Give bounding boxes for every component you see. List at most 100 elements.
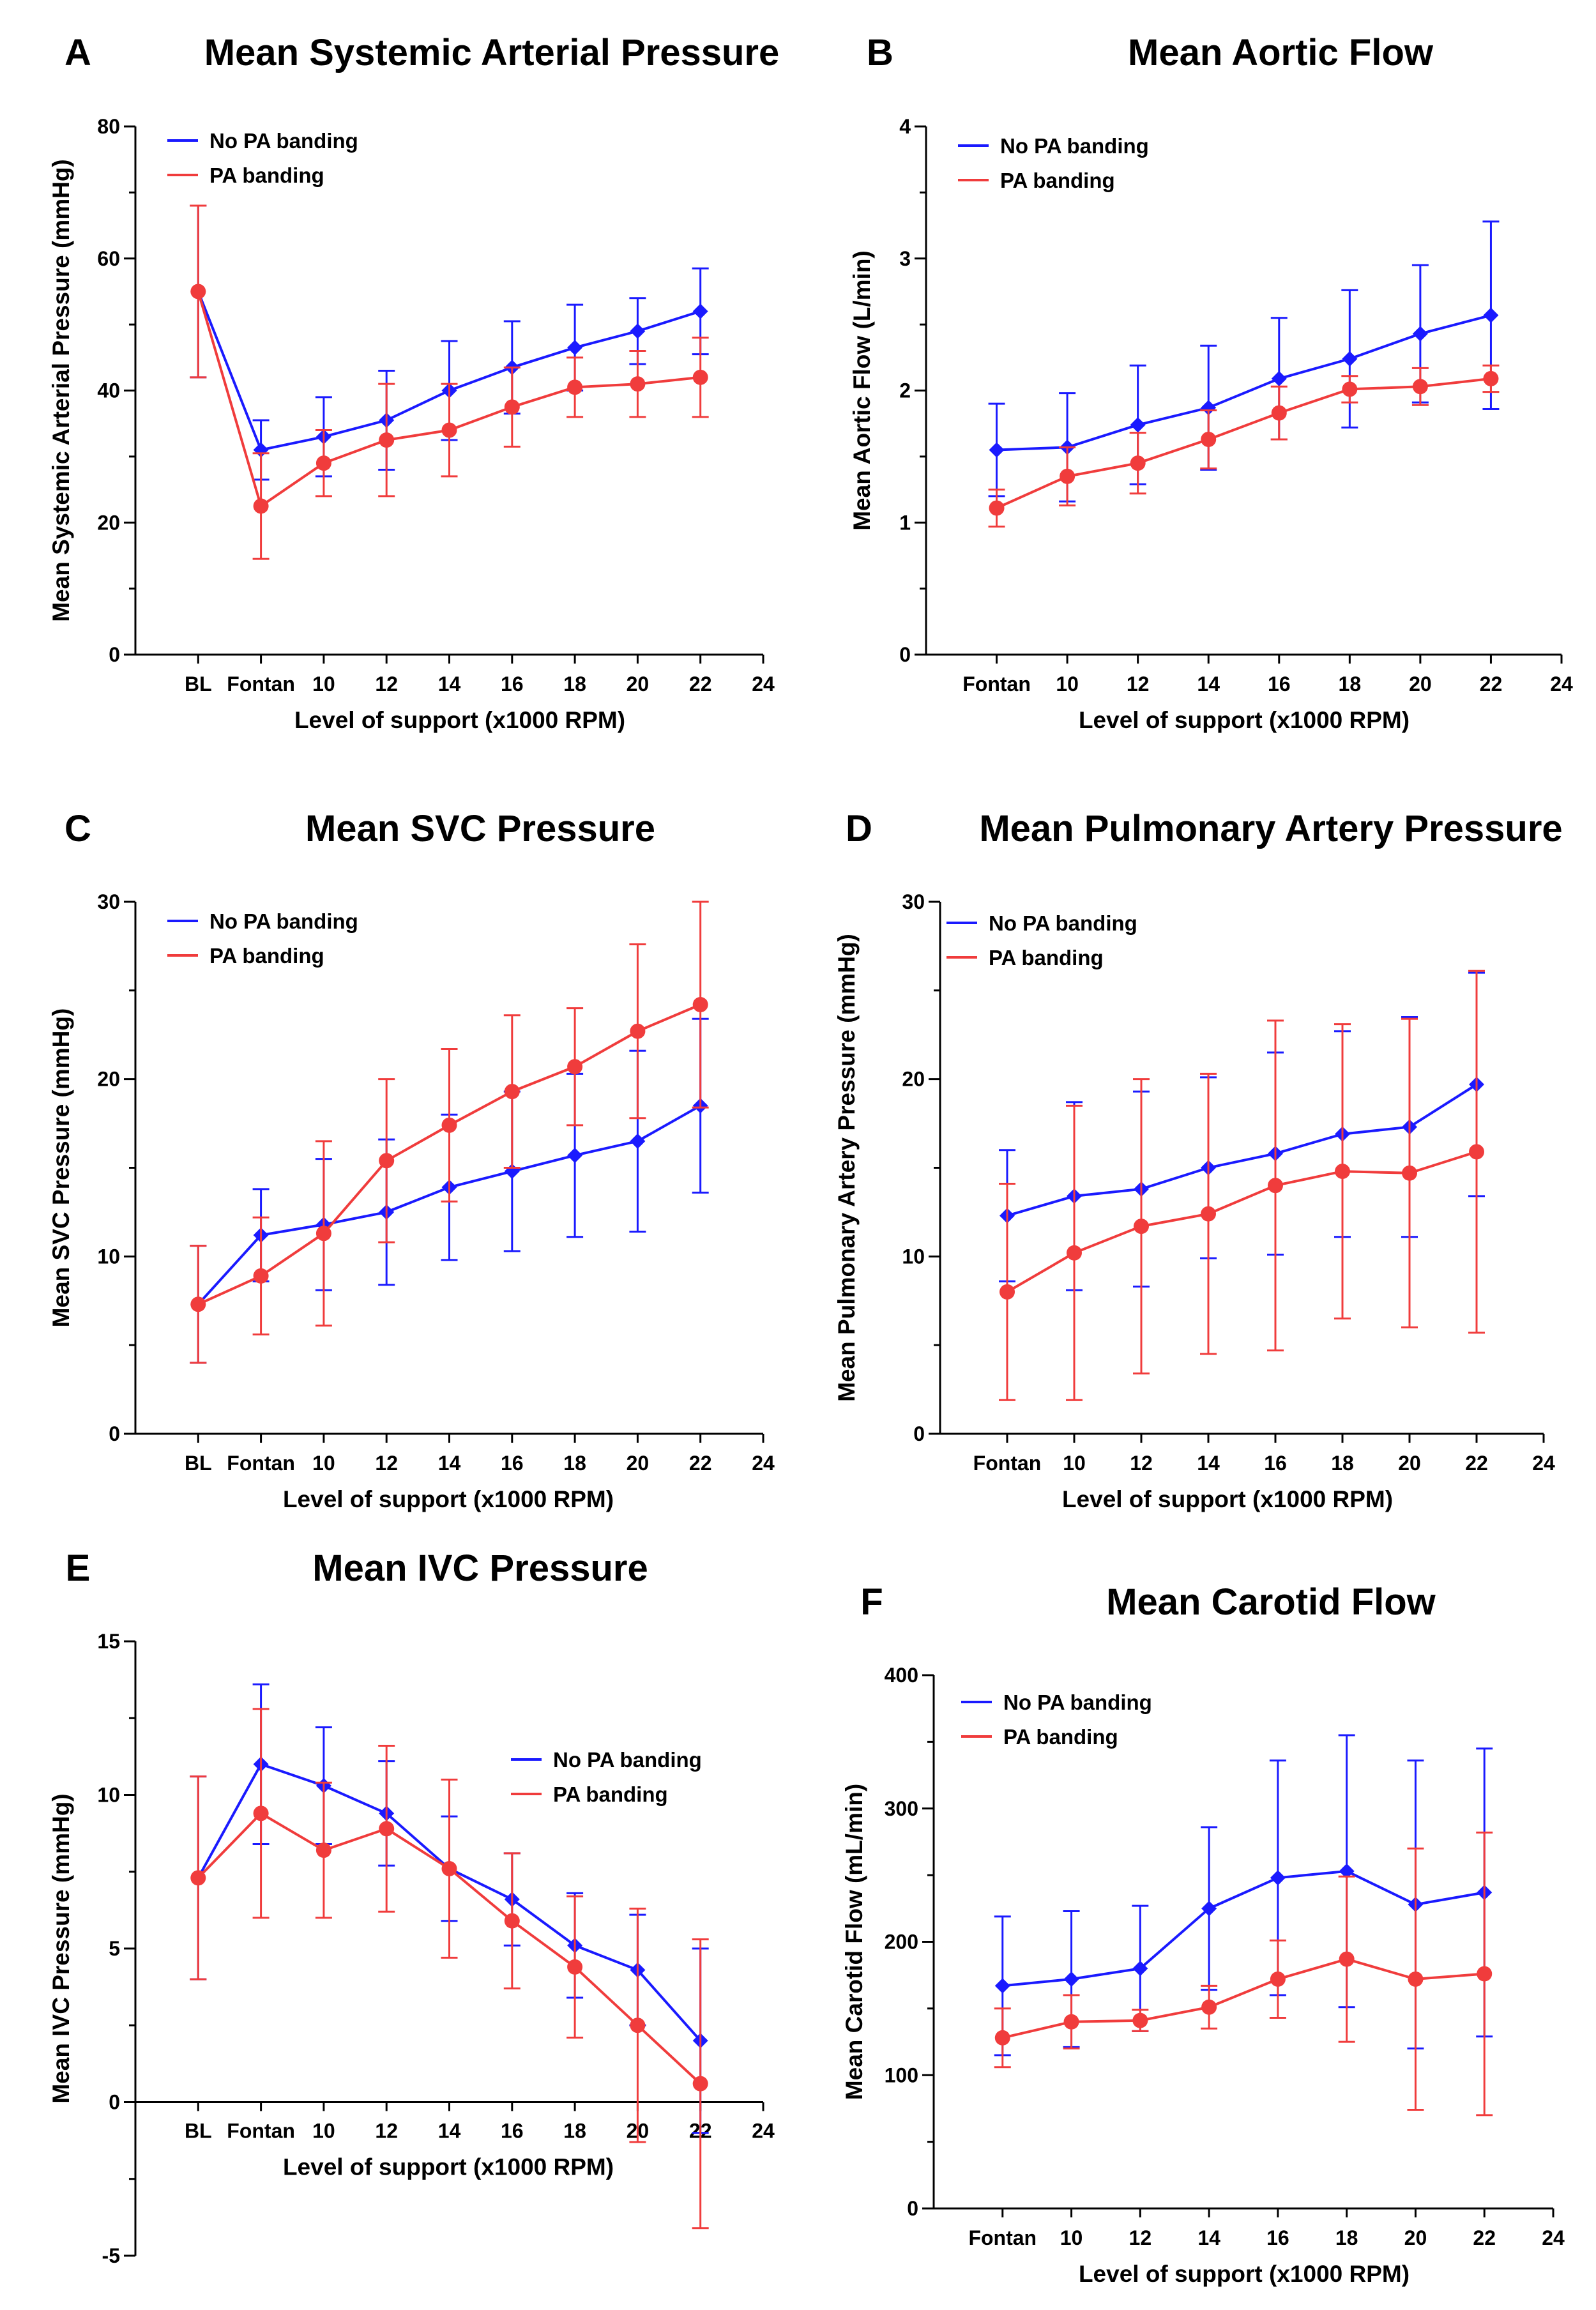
chart-title: Mean IVC Pressure	[312, 1547, 648, 1589]
data-point	[379, 432, 395, 448]
data-point	[315, 455, 331, 471]
x-tick-label: 16	[1268, 672, 1291, 695]
data-point	[1483, 370, 1499, 386]
y-tick-label: 10	[97, 1245, 120, 1268]
x-tick-label: Fontan	[962, 672, 1031, 695]
data-point	[692, 997, 708, 1013]
chart-title: Mean Carotid Flow	[1106, 1581, 1436, 1623]
x-tick-label: 16	[501, 672, 524, 695]
x-tick-label: 10	[1060, 2226, 1083, 2249]
x-tick-label: 24	[1532, 1452, 1555, 1475]
series-no-pa-banding	[988, 220, 1500, 503]
y-tick-label: 30	[902, 890, 925, 913]
data-point	[1412, 379, 1428, 395]
data-point	[630, 2017, 646, 2033]
x-tick-label: 12	[375, 1452, 398, 1475]
data-point	[253, 1805, 269, 1821]
x-tick-label: 24	[1542, 2226, 1565, 2249]
data-point	[190, 284, 206, 300]
data-point	[1339, 1863, 1355, 1879]
data-point	[1063, 1971, 1079, 1987]
data-point	[1342, 351, 1358, 367]
legend-label: PA banding	[209, 944, 324, 968]
data-point	[1271, 370, 1287, 386]
y-tick-label: 100	[885, 2063, 918, 2086]
data-point	[989, 500, 1005, 516]
x-tick-label: 24	[1550, 672, 1573, 695]
y-tick-label: 10	[902, 1245, 925, 1268]
data-point	[1060, 468, 1075, 484]
y-tick-label: 0	[109, 1422, 120, 1445]
chart-title: Mean Systemic Arterial Pressure	[204, 32, 780, 73]
panel-e: E Mean IVC Pressure -5 0 5 10 15 BL Fontan 10 12 14…	[48, 1547, 775, 2267]
x-tick-label: 14	[1197, 1452, 1220, 1475]
x-tick-label: 20	[627, 672, 650, 695]
data-point	[630, 1023, 646, 1039]
panel-f: F Mean Carotid Flow 0 100 200 300 400 Fontan 10 1…	[841, 1581, 1565, 2287]
series-line	[996, 314, 1491, 452]
legend-label: No PA banding	[989, 911, 1137, 935]
data-point	[379, 1821, 395, 1837]
x-tick-label: 22	[1465, 1452, 1488, 1475]
data-point	[1339, 1951, 1355, 1967]
data-point	[1483, 307, 1499, 323]
series-pa-banding	[988, 364, 1500, 528]
y-tick-label: 0	[109, 2091, 120, 2114]
y-tick-label: 0	[907, 2197, 918, 2220]
data-point	[1067, 1245, 1082, 1261]
y-tick-label: 10	[97, 1784, 120, 1807]
legend: No PA banding PA banding	[958, 134, 1149, 192]
legend: No PA banding PA banding	[511, 1748, 702, 1806]
x-tick-label: 12	[1129, 2226, 1152, 2249]
panel-c: C Mean SVC Pressure 0 10 20 30 BL Fontan 10 12 14 1…	[48, 808, 775, 1512]
chart-title: Mean SVC Pressure	[305, 808, 655, 849]
x-tick-label: 14	[1197, 2226, 1220, 2249]
x-tick-label: 12	[375, 2120, 398, 2143]
y-axis-label: Mean IVC Pressure (mmHg)	[48, 1793, 74, 2103]
data-point	[190, 1870, 206, 1886]
data-point	[1342, 381, 1358, 397]
x-tick-label: BL	[185, 672, 212, 695]
x-tick-label: 18	[563, 1452, 586, 1475]
y-tick-label: 300	[885, 1797, 918, 1820]
x-tick-label: 10	[1063, 1452, 1086, 1475]
legend-label: PA banding	[553, 1782, 668, 1806]
panel-letter: D	[846, 808, 872, 849]
panel-letter: B	[867, 32, 893, 73]
chart-title: Mean Pulmonary Artery Pressure	[979, 808, 1562, 849]
x-tick-label: 10	[312, 1452, 335, 1475]
data-point	[994, 1978, 1010, 1994]
x-tick-label: 12	[375, 672, 398, 695]
y-tick-label: 20	[902, 1068, 925, 1091]
data-point	[441, 422, 457, 438]
x-tick-label: 14	[438, 1452, 461, 1475]
y-axis-label: Mean Aortic Flow (L/min)	[849, 250, 875, 531]
x-tick-label: 16	[1266, 2226, 1289, 2249]
panel-a: A Mean Systemic Arterial Pressure 0 20 40 60 8…	[48, 32, 779, 733]
series-pa-banding	[190, 1708, 709, 2230]
y-tick-label: 15	[97, 1630, 120, 1653]
data-point	[1477, 1966, 1493, 1982]
data-point	[1335, 1164, 1350, 1180]
data-point	[1201, 431, 1217, 447]
data-point	[630, 323, 646, 339]
panel-letter: F	[860, 1581, 883, 1623]
data-point	[1130, 417, 1146, 433]
x-tick-label: 20	[627, 1452, 650, 1475]
y-axis-label: Mean Systemic Arterial Pressure (mmHg)	[48, 159, 74, 622]
y-tick-label: 4	[899, 115, 911, 138]
data-point	[1402, 1165, 1417, 1181]
x-tick-label: 16	[1264, 1452, 1287, 1475]
legend-label: No PA banding	[1003, 1691, 1152, 1714]
x-tick-label: 20	[1404, 2226, 1427, 2249]
y-tick-label: 60	[97, 247, 120, 270]
x-tick-label: BL	[185, 2120, 212, 2143]
series-line	[1007, 1083, 1478, 1217]
data-point	[692, 369, 708, 385]
series-pa-banding	[994, 1831, 1493, 2116]
data-point	[1270, 1870, 1286, 1886]
legend: No PA banding PA banding	[167, 909, 358, 968]
legend-label: No PA banding	[209, 129, 358, 153]
